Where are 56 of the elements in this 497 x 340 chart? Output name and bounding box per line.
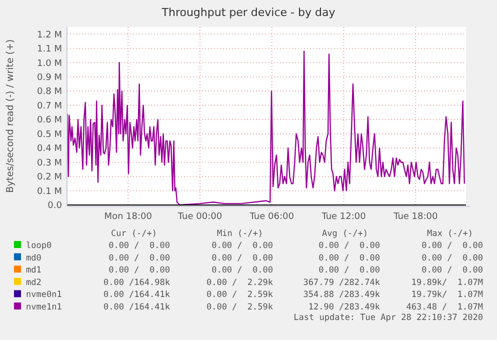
x-tick-label: Tue 00:00 <box>176 212 222 222</box>
y-axis-title: Bytes/second read (-) / write (+) <box>5 39 16 193</box>
x-tick-label: Mon 18:00 <box>104 212 152 222</box>
x-tick-label: Tue 18:00 <box>392 212 438 222</box>
text: 0.00 /164.41k <box>103 302 170 312</box>
y-tick-label: 0.0 <box>48 201 62 212</box>
y-tick-label: 0.7 M <box>37 101 62 112</box>
y-tick-label: 0.9 M <box>37 72 62 83</box>
text: 0.00 / 2.59k <box>206 302 273 312</box>
text: Min (-/+) <box>216 229 264 239</box>
text: 0.00 / 0.00 <box>318 266 380 276</box>
legend-label: nvme0n1 <box>26 290 62 300</box>
y-tick-label: 0.3 M <box>37 158 62 168</box>
text: Avg (-/+) <box>322 229 368 239</box>
legend-label: md1 <box>26 266 42 276</box>
text: 12.90 /283.49k <box>308 302 380 312</box>
text: 0.00 / 0.00 <box>422 253 483 264</box>
text: 19.79k/ 1.07M <box>411 290 483 300</box>
y-tick-label: 0.6 M <box>37 116 62 126</box>
text: 0.00 / 0.00 <box>108 241 170 251</box>
text: 0.00 / 0.00 <box>422 266 483 276</box>
text: 0.00 / 0.00 <box>108 266 170 276</box>
text: 19.89k/ 1.07M <box>411 278 483 288</box>
y-tick-label: 0.8 M <box>37 87 62 98</box>
y-tick-label: 1.0 M <box>37 58 62 69</box>
text: Max (-/+) <box>426 229 474 239</box>
text: 0.00 / 0.00 <box>212 241 273 251</box>
chart-title: Throughput per device - by day <box>160 6 336 19</box>
y-tick-label: 0.2 M <box>37 172 62 183</box>
text: 0.00 / 0.00 <box>212 266 273 276</box>
text: 0.00 / 0.00 <box>108 253 170 264</box>
text: 0.00 /164.98k <box>103 278 170 288</box>
legend-label: md0 <box>26 253 42 264</box>
y-tick-label: 0.4 M <box>37 144 62 154</box>
y-tick-label: 1.1 M <box>37 44 62 55</box>
text: 0.00 / 0.00 <box>422 241 483 251</box>
text: 0.00 / 2.59k <box>206 290 273 300</box>
text: 367.79 /282.74k <box>303 278 380 288</box>
text: 0.00 / 0.00 <box>212 253 273 264</box>
text: 0.00 /164.41k <box>103 290 170 300</box>
text: 0.00 / 2.29k <box>206 278 273 288</box>
x-tick-label: Tue 12:00 <box>320 212 366 222</box>
x-tick-label: Tue 06:00 <box>248 212 294 222</box>
text: 463.48 / 1.07M <box>406 302 483 312</box>
text: Last update: Tue Apr 28 22:10:37 2020 <box>294 313 483 323</box>
legend-label: loop0 <box>26 241 52 251</box>
text: 354.88 /283.49k <box>303 290 380 300</box>
y-tick-label: 0.1 M <box>37 186 62 197</box>
legend-label: nvme1n1 <box>26 302 62 312</box>
y-tick-label: 1.2 M <box>37 30 62 40</box>
line-series <box>66 50 465 206</box>
text: Cur (-/+) <box>110 229 158 239</box>
y-tick-label: 0.5 M <box>37 130 62 140</box>
legend-label: md2 <box>26 278 42 288</box>
text: 0.00 / 0.00 <box>318 253 380 264</box>
text: 0.00 / 0.00 <box>318 241 380 251</box>
